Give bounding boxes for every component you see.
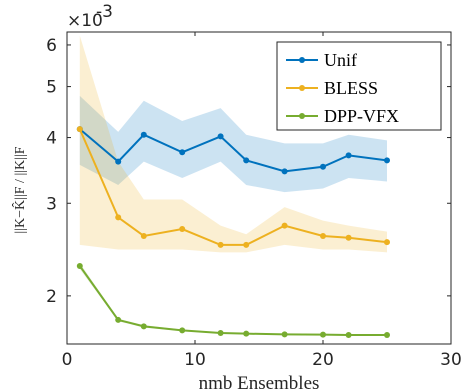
- point-dpp-vfx: [217, 329, 224, 336]
- point-unif: [140, 131, 147, 138]
- point-dpp-vfx: [384, 332, 390, 339]
- point-dpp-vfx: [115, 316, 122, 323]
- line-dpp-vfx: [78, 265, 387, 337]
- y-axis-label: ||K−K̂||F / ||K||F: [11, 146, 28, 233]
- point-unif: [243, 157, 250, 164]
- line-bless: [78, 128, 388, 246]
- y-tick-label: 6: [46, 36, 57, 56]
- legend: Unif BLESS DPP-VFX: [276, 41, 442, 131]
- point-bless: [384, 239, 390, 246]
- point-bless: [179, 226, 186, 233]
- band-bless: [79, 35, 388, 253]
- line-unif: [79, 128, 388, 173]
- y-axis-ticks: 2 3 4 5 6: [46, 36, 451, 307]
- x-tick-label: 30: [440, 350, 462, 370]
- point-unif: [345, 152, 352, 159]
- legend-label-unif: Unif: [324, 50, 357, 70]
- legend-marker-dpp-vfx: [299, 113, 305, 119]
- x-tick-label: 0: [62, 350, 73, 370]
- y-tick-label: 4: [46, 129, 57, 149]
- point-dpp-vfx: [179, 327, 186, 334]
- point-dpp-vfx: [76, 262, 83, 269]
- point-dpp-vfx: [320, 331, 326, 338]
- point-unif: [217, 133, 224, 140]
- series-lines: [76, 126, 390, 339]
- point-bless: [243, 241, 250, 248]
- legend-label-bless: BLESS: [324, 78, 378, 98]
- legend-marker-unif: [299, 57, 305, 63]
- point-bless: [320, 232, 326, 239]
- point-unif: [384, 157, 390, 164]
- point-unif: [179, 149, 186, 156]
- x-tick-label: 10: [184, 350, 206, 370]
- legend-label-dpp-vfx: DPP-VFX: [324, 106, 399, 126]
- y-tick-label: 2: [46, 287, 57, 307]
- point-dpp-vfx: [243, 330, 250, 337]
- x-tick-label: 20: [312, 350, 334, 370]
- point-dpp-vfx: [345, 332, 352, 339]
- x-axis-label: nmb Ensembles: [199, 373, 320, 392]
- point-unif: [281, 168, 288, 175]
- point-bless: [140, 232, 147, 239]
- point-dpp-vfx: [140, 323, 147, 330]
- y-exponent-label: ×10: [67, 11, 103, 31]
- y-tick-label: 3: [46, 194, 57, 214]
- y-tick-label: 5: [46, 78, 57, 98]
- point-bless: [76, 126, 83, 133]
- y-axis-label-text: ||K−K̂||F / ||K||F: [11, 146, 28, 233]
- point-bless: [345, 234, 352, 241]
- point-bless: [281, 222, 288, 229]
- point-dpp-vfx: [281, 331, 288, 338]
- point-bless: [217, 241, 224, 248]
- point-unif: [115, 158, 122, 165]
- y-exponent-power: -3: [96, 2, 113, 22]
- point-unif: [320, 163, 326, 170]
- point-bless: [115, 214, 122, 221]
- legend-marker-bless: [299, 85, 305, 91]
- x-axis-ticks: 0 10 20 30: [62, 32, 462, 370]
